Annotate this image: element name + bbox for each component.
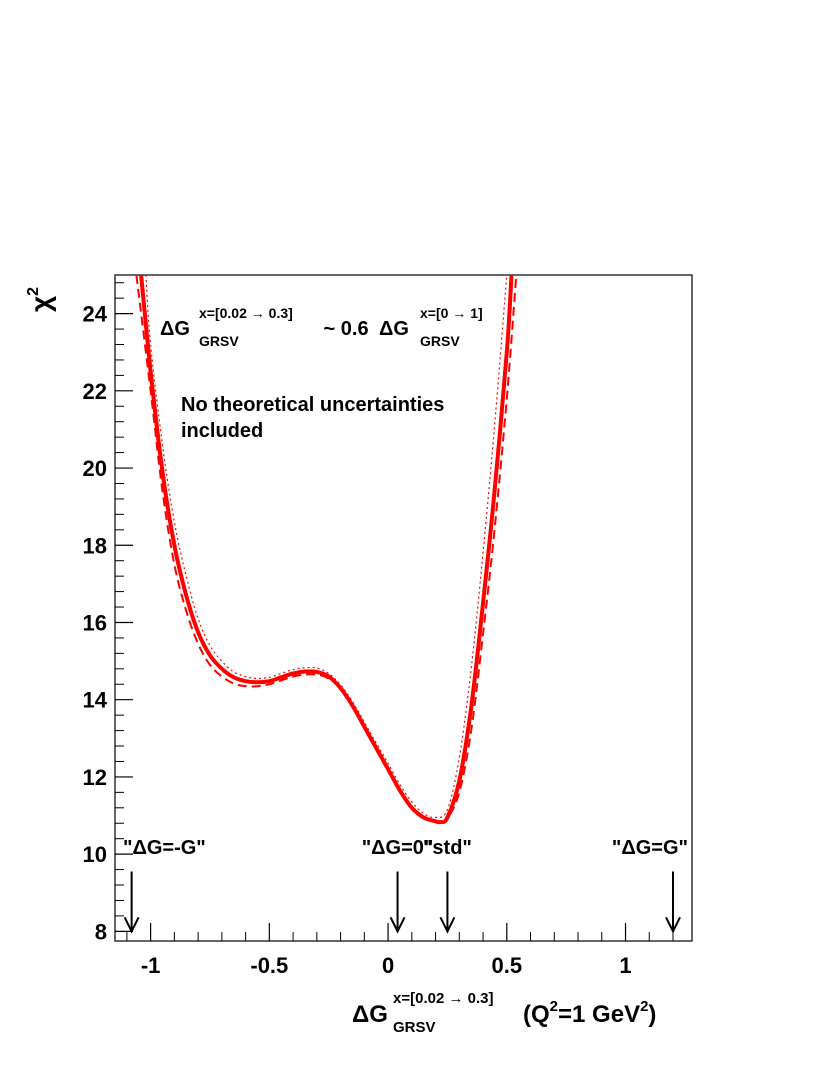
marker-arrow-head	[123, 916, 140, 934]
y-tick-label: 14	[83, 688, 108, 713]
marker-label: "ΔG=0"	[362, 837, 434, 859]
marker-arrow-head	[389, 916, 406, 934]
svg-text:ΔG: ΔG	[160, 318, 190, 340]
formula-annotation: ΔG GRSV x=[0.02 → 0.3] ~ 0.6 ΔG GRSV x=[…	[160, 305, 483, 349]
marker-label: "std"	[423, 837, 472, 859]
svg-text:ΔG: ΔG	[352, 1001, 388, 1028]
x-tick-label: -0.5	[250, 953, 288, 978]
y-axis-title: χ2	[25, 287, 56, 312]
marker-label: "ΔG=-G"	[123, 837, 206, 859]
svg-text:x=[0.02 → 0.3]: x=[0.02 → 0.3]	[393, 990, 493, 1007]
marker-arrow-head	[665, 916, 681, 934]
x-tick-label: 0.5	[491, 953, 522, 978]
x-tick-label: 1	[619, 953, 631, 978]
marker-arrow-head	[439, 916, 456, 934]
svg-text:ΔG: ΔG	[379, 318, 409, 340]
marker-group: "ΔG=-G" "ΔG=0""std" "ΔG=G"	[123, 837, 688, 934]
svg-text:~ 0.6: ~ 0.6	[318, 318, 374, 340]
series-dashed-line	[135, 275, 518, 824]
marker-label: "ΔG=G"	[612, 837, 688, 859]
svg-text:(Q2=1 GeV2): (Q2=1 GeV2)	[523, 998, 656, 1028]
y-tick-label: 8	[95, 919, 107, 944]
svg-text:included: included	[181, 420, 263, 442]
y-tick-label: 20	[83, 456, 107, 481]
y-tick-label: 12	[83, 765, 107, 790]
x-tick-label: 0	[382, 953, 394, 978]
x-tick-label: -1	[141, 953, 161, 978]
y-tick-label: 24	[83, 302, 108, 327]
y-tick-label: 22	[83, 379, 107, 404]
svg-text:GRSV: GRSV	[420, 333, 460, 349]
y-tick-label: 16	[83, 610, 107, 635]
svg-text:x=[0.02 → 0.3]: x=[0.02 → 0.3]	[199, 305, 293, 321]
plot-frame	[114, 274, 693, 942]
series-group	[135, 275, 518, 825]
svg-text:GRSV: GRSV	[199, 333, 239, 349]
svg-text:No theoretical uncertainties: No theoretical uncertainties	[181, 394, 444, 416]
svg-text:x=[0 → 1]: x=[0 → 1]	[420, 305, 483, 321]
y-tick-label: 10	[83, 842, 107, 867]
svg-text:GRSV: GRSV	[393, 1019, 436, 1036]
note-annotation: No theoretical uncertainties included	[181, 394, 444, 442]
x-axis-title: ΔG GRSV x=[0.02 → 0.3] (Q2=1 GeV2)	[352, 990, 656, 1036]
y-tick-label: 18	[83, 533, 107, 558]
